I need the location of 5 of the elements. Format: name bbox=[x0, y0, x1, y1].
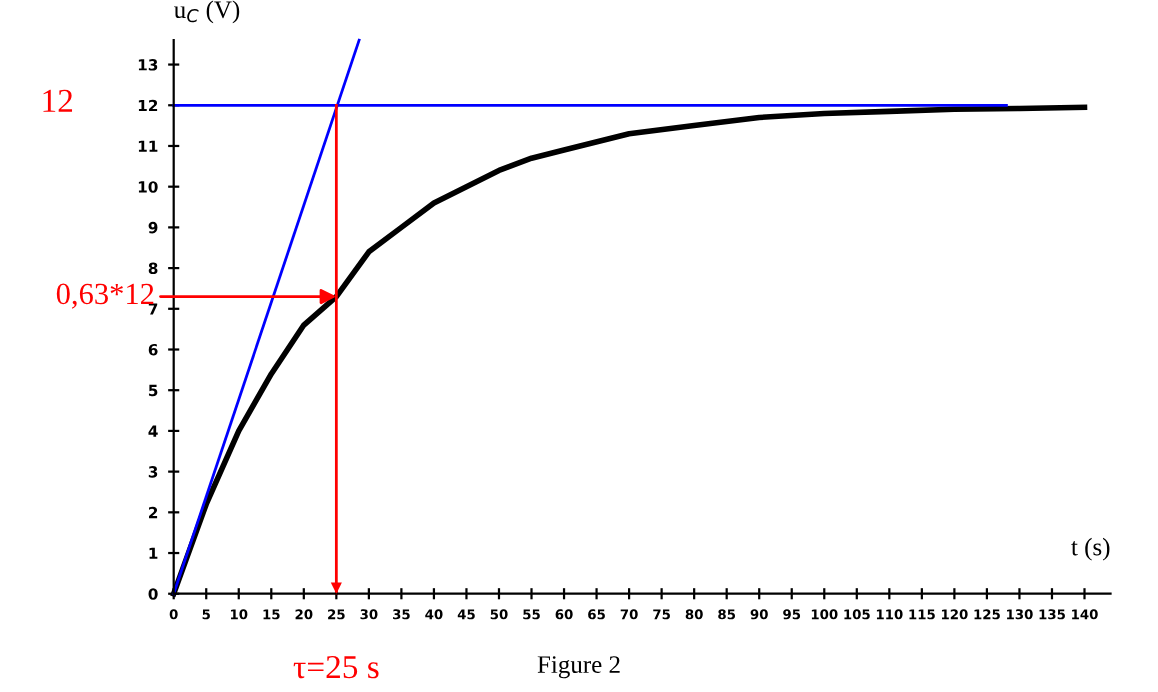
annotation: τ=25 s bbox=[293, 655, 379, 679]
x-axis-title: t (s) bbox=[1071, 537, 1110, 561]
y-axis-title: u$_{C}$ (V) bbox=[174, 0, 240, 24]
text: 12 bbox=[43, 89, 73, 112]
caption: Figure 2 bbox=[537, 656, 620, 679]
